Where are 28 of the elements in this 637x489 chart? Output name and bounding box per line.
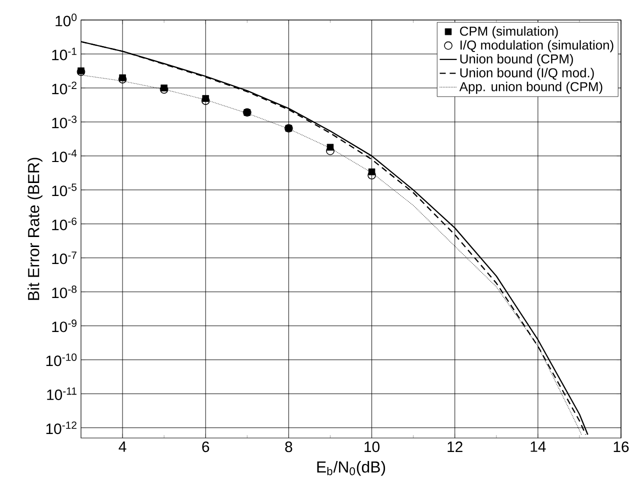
x-tick-label: 14 [530,442,546,452]
legend-label: I/Q modulation (simulation) [460,40,614,52]
legend-label: Union bound (I/Q mod.) [460,68,594,80]
y-axis-title: Bit Error Rate (BER) [28,158,42,300]
x-tick-label: 10 [364,442,380,452]
y-tick-label: 10$^{-7}$ [52,252,76,264]
legend-label: App. union bound (CPM) [459,82,602,94]
x-tick-label: 8 [285,442,292,452]
x-axis-title: E$_{b}$/N$_{0}$(dB) [317,460,386,476]
y-tick-label: 10$^{-10}$ [46,353,77,366]
legend-label: CPM (simulation) [460,26,558,38]
y-tick-label: 10$^{-2}$ [52,82,76,94]
y-tick-label: 10$^{-3}$ [52,116,77,128]
legend-label: Union bound (CPM) [460,54,573,66]
x-tick-label: 4 [118,442,126,452]
y-tick-label: 10$^{-6}$ [52,218,77,230]
y-tick-label: 10$^{-11}$ [47,388,76,400]
x-tick-label: 16 [614,442,629,452]
y-tick-label: 10$^{0}$ [56,14,77,26]
y-tick-label: 10$^{-8}$ [52,286,77,298]
y-tick-label: 10$^{-12}$ [46,421,76,434]
y-tick-label: 10$^{-1}$ [52,48,76,60]
x-tick-label: 12 [448,442,462,452]
y-tick-label: 10$^{-9}$ [52,320,76,332]
y-tick-label: 10$^{-4}$ [52,150,77,162]
y-tick-label: 10$^{-5}$ [52,184,77,196]
x-tick-label: 6 [202,442,210,452]
point [368,171,376,180]
